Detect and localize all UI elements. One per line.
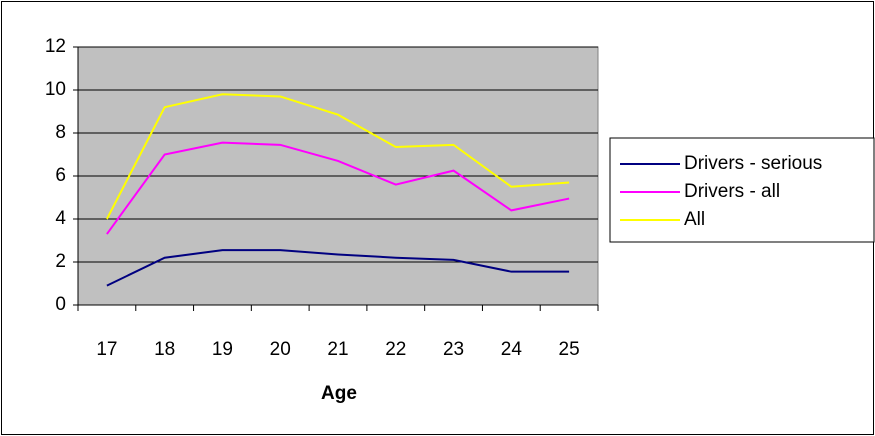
y-tick-label: 10 [45, 79, 66, 100]
series-line [106, 93, 570, 220]
x-tick-label: 21 [327, 339, 348, 360]
y-tick-label: 4 [55, 208, 66, 229]
series-line [106, 249, 570, 287]
legend-label: Drivers - all [684, 181, 780, 202]
y-tick-label: 2 [55, 251, 66, 272]
y-tick-label: 6 [55, 165, 66, 186]
legend-label: Drivers - serious [684, 153, 822, 174]
x-tick-label: 17 [96, 339, 117, 360]
y-tick-label: 0 [55, 294, 66, 315]
x-tick-label: 18 [154, 339, 175, 360]
x-tick-label: 20 [270, 339, 291, 360]
x-tick-label: 23 [443, 339, 464, 360]
y-tick-label: 12 [45, 36, 66, 57]
series-line [106, 141, 570, 235]
x-tick-label: 24 [501, 339, 523, 360]
legend-box [609, 137, 875, 243]
y-tick-label: 8 [55, 122, 66, 143]
x-tick-label: 25 [559, 339, 580, 360]
x-axis-title: Age [321, 383, 357, 404]
x-tick-label: 22 [385, 339, 406, 360]
x-tick-label: 19 [212, 339, 233, 360]
legend-label: All [684, 209, 705, 230]
